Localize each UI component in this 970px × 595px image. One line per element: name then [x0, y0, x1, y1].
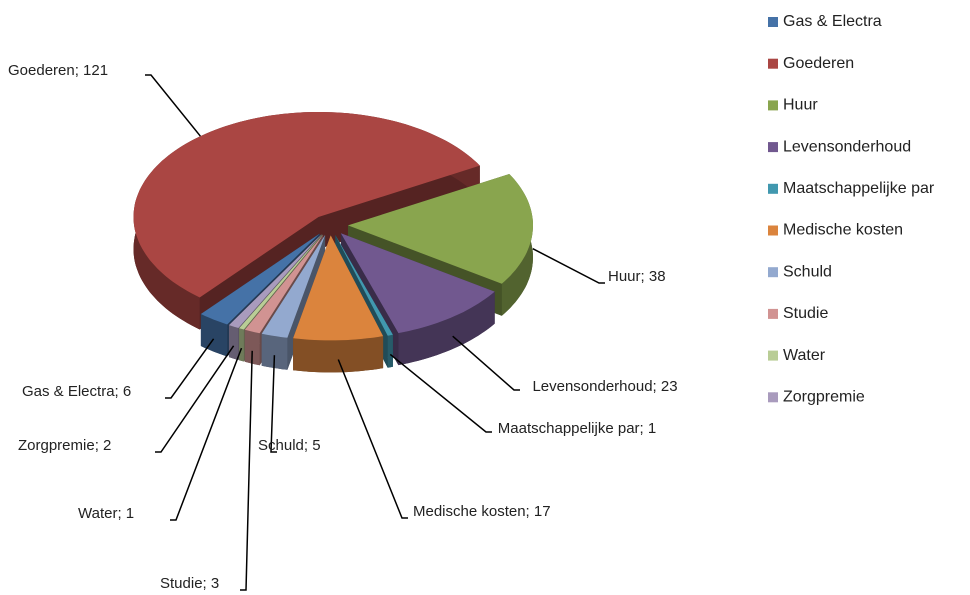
- leader-line: [145, 74, 201, 137]
- slice-side: [398, 291, 495, 366]
- legend-swatch: [768, 225, 778, 236]
- data-label: Zorgpremie; 2: [18, 437, 112, 454]
- legend-swatch: [768, 17, 778, 27]
- legend-swatch: [768, 392, 778, 403]
- slice-side: [229, 325, 239, 360]
- data-label: Maatschappelijke par; 1: [497, 420, 657, 437]
- slice: [244, 234, 324, 334]
- slice: [335, 235, 393, 336]
- slice-side: [387, 334, 393, 368]
- legend-label: Schuld: [783, 263, 832, 280]
- legend-label: Huur: [783, 97, 818, 114]
- slice-side: [239, 328, 244, 362]
- legend-label: Gas & Electra: [783, 13, 882, 30]
- legend-label: Maatschappelijke par: [783, 180, 935, 197]
- slice: [229, 234, 322, 328]
- data-label: Levensonderhoud; 23: [532, 378, 678, 395]
- legend-swatch: [768, 183, 778, 194]
- legend-swatch: [768, 142, 778, 153]
- leader-line: [532, 248, 605, 284]
- slice-side: [261, 333, 288, 370]
- legend-swatch: [768, 58, 778, 69]
- leader-line: [389, 353, 492, 433]
- data-label: Medische kosten; 17: [413, 503, 551, 520]
- data-label: Gas & Electra; 6: [22, 383, 132, 400]
- slice-side: [293, 336, 384, 373]
- legend-label: Goederen: [783, 55, 854, 72]
- legend-label: Levensonderhoud: [783, 138, 911, 155]
- legend-label: Zorgpremie: [783, 389, 865, 406]
- slice: [200, 233, 320, 325]
- data-label: Water; 1: [78, 505, 135, 522]
- leader-line: [337, 359, 408, 519]
- legend-label: Water: [783, 347, 826, 364]
- leader-line: [452, 335, 520, 391]
- slice: [293, 235, 384, 341]
- slice: [239, 234, 323, 330]
- data-label: Schuld; 5: [258, 437, 321, 454]
- slice-side: [133, 112, 480, 330]
- leader-line: [170, 347, 243, 521]
- legend-label: Studie: [783, 305, 828, 322]
- slice-side: [200, 314, 228, 357]
- slice: [340, 233, 495, 334]
- legend-swatch: [768, 100, 778, 111]
- leader-line: [155, 345, 235, 453]
- data-label: Huur; 38: [608, 268, 666, 285]
- legend-label: Medische kosten: [783, 222, 903, 239]
- legend-swatch: [768, 267, 778, 278]
- data-label: Goederen; 121: [8, 62, 109, 79]
- legend-swatch: [768, 308, 778, 319]
- legend-swatch: [768, 350, 778, 361]
- slice: [261, 235, 326, 338]
- leader-line: [165, 338, 215, 399]
- slice: [133, 112, 480, 298]
- data-label: Studie; 3: [160, 575, 220, 592]
- slice-side: [244, 329, 260, 366]
- leader-line: [270, 355, 277, 453]
- slice: [348, 174, 533, 284]
- leader-line: [240, 350, 253, 591]
